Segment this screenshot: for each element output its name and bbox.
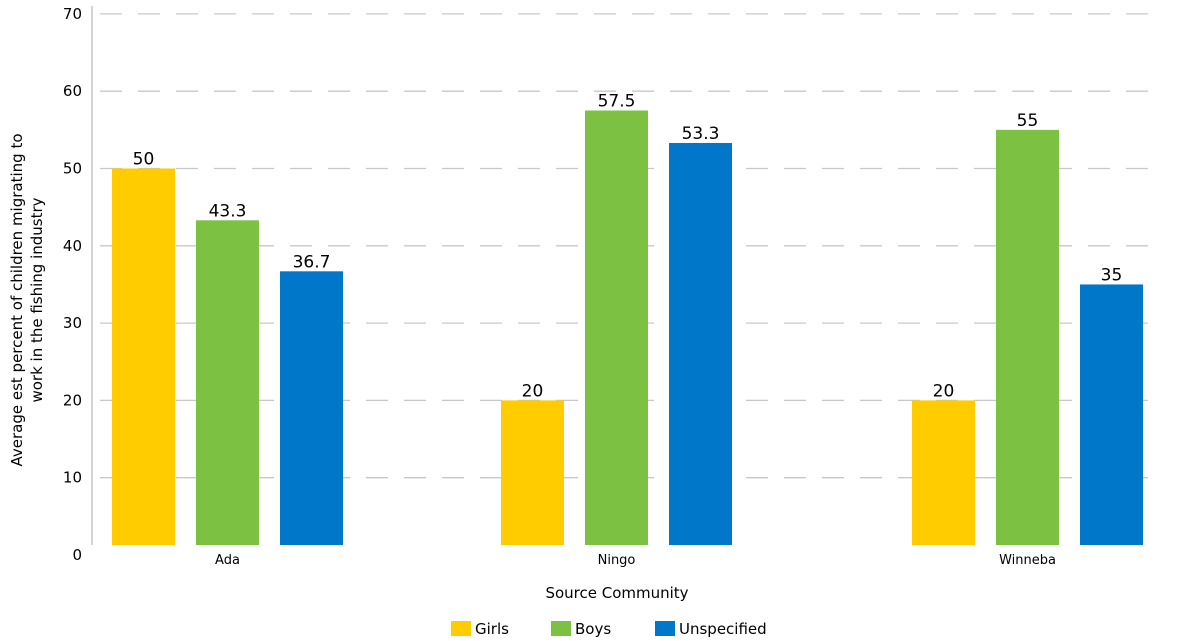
- y-tick-label: 0: [72, 546, 82, 564]
- category-label: Ada: [215, 553, 240, 568]
- category-labels: Ada Ningo Winneba: [215, 553, 1056, 568]
- data-label: 53.3: [682, 124, 720, 144]
- data-label: 50: [133, 150, 155, 170]
- bar-girls-winneba: [912, 400, 975, 545]
- y-tick-label: 20: [63, 391, 82, 409]
- legend-swatch-girls: [451, 621, 471, 636]
- data-label: 55: [1017, 111, 1039, 131]
- y-axis-title-line-1: Average est percent of children migratin…: [8, 133, 26, 466]
- data-label: 36.7: [293, 252, 331, 272]
- legend: Girls Boys Unspecified: [451, 620, 767, 638]
- bar-unspecified-ada: [280, 271, 343, 545]
- bar-unspecified-ningo: [669, 142, 732, 545]
- y-tick-label: 40: [63, 237, 82, 255]
- data-labels: 50 43.3 36.7 20 57.5 53.3 20 55 35: [133, 92, 1123, 402]
- bar-boys-ada: [196, 220, 259, 545]
- legend-label: Boys: [575, 620, 611, 638]
- data-label: 35: [1101, 265, 1123, 285]
- data-label: 20: [933, 381, 955, 401]
- y-tick-label: 70: [63, 5, 82, 23]
- bar-boys-winneba: [996, 129, 1059, 545]
- y-axis-ticks: 0 10 20 30 40 50 60 70: [63, 5, 82, 564]
- category-label: Winneba: [999, 553, 1056, 568]
- data-label: 57.5: [598, 92, 636, 112]
- bar-girls-ada: [112, 168, 175, 545]
- bars: [112, 110, 1143, 546]
- legend-swatch-unspecified: [655, 621, 675, 636]
- y-tick-label: 60: [63, 82, 82, 100]
- bar-boys-ningo: [585, 110, 648, 546]
- bar-unspecified-winneba: [1080, 284, 1143, 545]
- data-label: 20: [522, 381, 544, 401]
- data-label: 43.3: [209, 201, 247, 221]
- legend-swatch-boys: [551, 621, 571, 636]
- y-tick-label: 50: [63, 160, 82, 178]
- y-axis-title-line-2: work in the fishing industry: [28, 197, 46, 402]
- bar-girls-ningo: [501, 400, 564, 545]
- y-tick-label: 30: [63, 314, 82, 332]
- legend-label: Unspecified: [679, 620, 767, 638]
- category-label: Ningo: [598, 553, 636, 568]
- gridlines: [100, 13, 1158, 479]
- x-axis-title: Source Community: [545, 584, 688, 602]
- legend-label: Girls: [475, 620, 509, 638]
- y-tick-label: 10: [63, 469, 82, 487]
